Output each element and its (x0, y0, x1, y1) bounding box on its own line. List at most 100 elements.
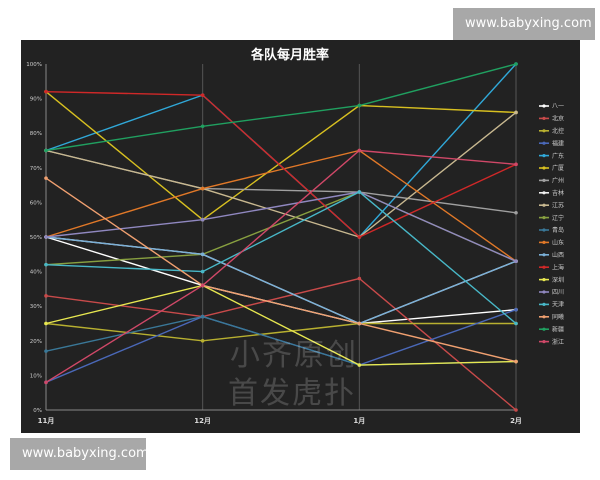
series-line-17 (45, 177, 517, 363)
series-line-15 (45, 191, 517, 262)
data-point (44, 176, 48, 180)
series-line-7 (45, 236, 517, 325)
legend-label: 青岛 (552, 226, 564, 234)
series-line-16 (45, 191, 517, 325)
data-point (514, 408, 518, 412)
legend-label: 广东 (552, 152, 564, 160)
data-point (357, 276, 362, 281)
y-tick-label: 0% (33, 408, 42, 414)
series-line-1 (45, 277, 517, 411)
data-point (357, 190, 362, 194)
legend-label: 上海 (552, 263, 564, 271)
series-line-6 (45, 149, 517, 214)
legend-label: 福建 (552, 139, 564, 147)
data-point (200, 217, 205, 222)
x-tick-label: 1月 (353, 417, 365, 425)
legend-marker (542, 327, 546, 331)
y-tick-label: 60% (30, 200, 42, 206)
legend-marker (542, 141, 546, 145)
data-point (357, 148, 362, 153)
series-line-5 (45, 91, 517, 221)
data-point (44, 349, 48, 353)
watermark-top: www.babyxing.com (453, 8, 595, 40)
series-line-14 (45, 284, 517, 366)
legend-label: 新疆 (552, 325, 564, 333)
legend-marker (542, 290, 546, 294)
data-point (200, 314, 205, 319)
data-point (200, 269, 205, 274)
series-layer (44, 62, 518, 412)
data-point (44, 380, 48, 385)
series-line-18 (45, 63, 517, 152)
data-point (44, 235, 48, 239)
series-line-13 (45, 90, 517, 238)
data-point (357, 321, 362, 326)
legend-label: 同曦 (552, 313, 564, 321)
data-point (514, 321, 518, 326)
legend-marker (542, 116, 546, 120)
data-point (357, 103, 362, 108)
data-point (514, 259, 518, 264)
legend-label: 江苏 (552, 201, 564, 209)
legend-marker (542, 203, 546, 207)
legend-marker (542, 129, 546, 133)
data-point (514, 110, 518, 115)
series-line-8 (45, 111, 517, 238)
x-tick-label: 11月 (38, 417, 55, 425)
legend-label: 山东 (552, 239, 564, 247)
legend-label: 山西 (552, 251, 564, 259)
legend-marker (542, 302, 546, 306)
data-point (200, 186, 205, 191)
legend-marker (542, 253, 546, 257)
chart-title: 各队每月胜率 (250, 47, 329, 63)
center-watermark-line2: 首发虎扑 (228, 376, 356, 411)
data-point (44, 262, 48, 267)
data-point (514, 62, 518, 66)
y-tick-label: 10% (30, 373, 42, 379)
data-point (514, 359, 518, 364)
data-point (357, 363, 362, 367)
legend-marker (542, 265, 546, 269)
legend-marker (542, 166, 546, 170)
series-line-0 (45, 236, 517, 325)
legend-label: 广州 (552, 177, 564, 185)
data-point (44, 89, 48, 94)
legend-marker (542, 191, 546, 195)
legend-marker (542, 178, 546, 182)
legend-label: 四川 (552, 289, 564, 296)
data-point (44, 148, 48, 153)
watermark-bottom: www.babyxing.com (10, 438, 149, 470)
data-point (514, 162, 518, 167)
y-tick-label: 40% (30, 270, 42, 276)
y-tick-label: 100% (26, 62, 42, 68)
data-point (200, 339, 205, 343)
legend-marker (542, 278, 546, 282)
series-line-12 (45, 236, 517, 325)
legend-marker (542, 228, 546, 232)
legend-marker (542, 315, 546, 319)
x-tick-label: 12月 (194, 417, 211, 425)
x-tick-label: 2月 (510, 417, 522, 425)
legend-label: 天津 (552, 302, 564, 309)
y-tick-label: 50% (30, 235, 42, 241)
legend-marker (542, 340, 546, 344)
series-line-11 (45, 149, 517, 262)
line-chart: 各队每月胜率 0% 10% 20% 30% 40% 50% 60% 70% 80% 90% 100%… (26, 47, 564, 425)
data-point (200, 124, 205, 129)
data-point (514, 210, 518, 215)
data-point (200, 93, 205, 97)
legend-marker (542, 216, 546, 220)
legend-marker (542, 240, 546, 244)
legend-label: 北控 (552, 127, 564, 135)
data-point (200, 283, 205, 288)
data-point (44, 294, 48, 298)
y-tick-label: 30% (30, 304, 42, 310)
legend-label: 吉林 (552, 189, 564, 197)
data-point (44, 321, 48, 326)
legend-label: 广厦 (552, 164, 564, 172)
data-point (514, 307, 518, 312)
center-watermark-line1: 小齐原创 (230, 338, 358, 373)
y-tick-label: 80% (30, 131, 42, 137)
y-tick-label: 70% (30, 166, 42, 172)
